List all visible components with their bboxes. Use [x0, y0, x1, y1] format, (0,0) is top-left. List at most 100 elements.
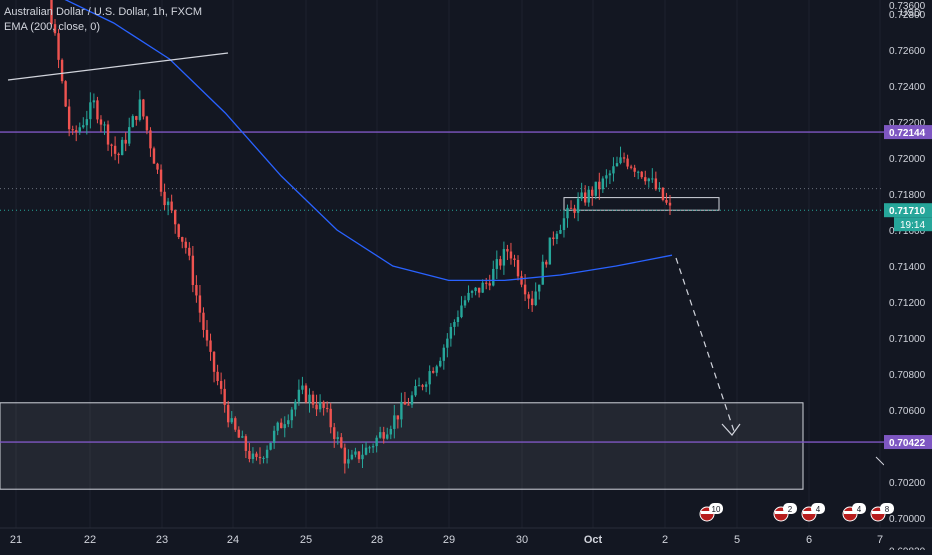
candle-body[interactable] [159, 169, 163, 192]
candle-body[interactable] [128, 127, 131, 144]
candle-body[interactable] [633, 167, 636, 172]
candle-body[interactable] [237, 429, 241, 438]
candle-body[interactable] [615, 163, 619, 167]
candle-body[interactable] [170, 201, 173, 211]
candle-body[interactable] [431, 371, 435, 373]
candle-body[interactable] [272, 430, 276, 443]
candle-body[interactable] [573, 208, 576, 213]
candle-body[interactable] [393, 415, 396, 429]
candle-body[interactable] [57, 33, 60, 60]
candle-body[interactable] [495, 259, 499, 269]
candle-body[interactable] [333, 427, 336, 439]
candle-body[interactable] [357, 451, 361, 460]
candle-body[interactable] [234, 418, 237, 430]
candle-body[interactable] [499, 259, 502, 266]
candle-body[interactable] [545, 261, 548, 265]
candle-body[interactable] [117, 153, 120, 156]
candle-body[interactable] [361, 454, 364, 460]
candle-body[interactable] [474, 287, 477, 291]
candle-body[interactable] [534, 291, 537, 306]
candle-body[interactable] [89, 102, 92, 120]
candle-body[interactable] [555, 233, 559, 239]
candle-body[interactable] [463, 300, 467, 306]
candle-body[interactable] [166, 201, 170, 206]
candle-body[interactable] [135, 116, 138, 120]
candle-body[interactable] [67, 106, 71, 130]
candle-body[interactable] [442, 347, 445, 361]
candle-body[interactable] [85, 119, 89, 126]
candle-body[interactable] [601, 178, 605, 190]
candle-body[interactable] [318, 401, 322, 410]
candle-body[interactable] [202, 312, 205, 330]
candle-body[interactable] [184, 241, 187, 248]
candle-body[interactable] [304, 385, 308, 403]
candle-body[interactable] [460, 305, 463, 318]
event-icon[interactable]: 8 [870, 503, 894, 522]
candle-body[interactable] [131, 116, 134, 128]
candle-body[interactable] [241, 436, 244, 438]
candle-body[interactable] [255, 453, 258, 457]
candle-body[interactable] [350, 454, 354, 460]
candle-body[interactable] [629, 166, 633, 168]
candle-body[interactable] [265, 449, 269, 458]
candle-body[interactable] [191, 255, 195, 286]
candle-body[interactable] [520, 276, 523, 285]
candle-body[interactable] [280, 422, 283, 429]
candle-body[interactable] [371, 446, 375, 448]
candle-body[interactable] [594, 181, 597, 196]
candle-body[interactable] [530, 298, 534, 306]
candle-body[interactable] [269, 442, 272, 450]
candle-body[interactable] [608, 173, 612, 176]
candle-body[interactable] [113, 145, 117, 154]
event-icon[interactable]: 4 [801, 503, 825, 522]
candle-body[interactable] [513, 258, 516, 260]
candle-body[interactable] [219, 381, 223, 389]
candle-body[interactable] [96, 100, 99, 120]
resistance-zone-rect[interactable] [563, 197, 720, 211]
candle-body[interactable] [640, 171, 643, 178]
candle-body[interactable] [75, 130, 78, 133]
candle-body[interactable] [446, 338, 449, 348]
candle-body[interactable] [251, 453, 255, 459]
candle-body[interactable] [647, 178, 650, 182]
small-trendline[interactable] [875, 456, 885, 466]
candle-body[interactable] [156, 163, 159, 170]
candle-body[interactable] [400, 401, 403, 420]
candle-body[interactable] [368, 447, 371, 449]
projection-path[interactable] [675, 257, 736, 435]
candle-body[interactable] [325, 407, 329, 409]
candle-body[interactable] [173, 210, 177, 225]
candle-body[interactable] [651, 178, 654, 180]
event-icon[interactable]: 4 [842, 503, 866, 522]
currency-label[interactable]: USD [900, 8, 921, 19]
candle-body[interactable] [216, 371, 219, 382]
candle-body[interactable] [336, 437, 339, 439]
candle-body[interactable] [591, 189, 594, 196]
candle-body[interactable] [439, 360, 442, 367]
candle-body[interactable] [516, 259, 520, 277]
candle-body[interactable] [403, 401, 407, 405]
candle-body[interactable] [605, 175, 608, 179]
candle-body[interactable] [181, 237, 184, 242]
candle-body[interactable] [382, 432, 385, 439]
candle-body[interactable] [619, 157, 622, 164]
candle-body[interactable] [654, 178, 658, 190]
candle-body[interactable] [290, 409, 294, 421]
candle-body[interactable] [612, 166, 615, 174]
candle-body[interactable] [467, 292, 470, 301]
candle-body[interactable] [276, 422, 279, 431]
candle-body[interactable] [177, 224, 180, 238]
candle-body[interactable] [449, 326, 453, 339]
candle-body[interactable] [527, 294, 530, 299]
candle-body[interactable] [559, 230, 562, 234]
price-marker-badge[interactable] [884, 435, 932, 450]
candle-body[interactable] [354, 451, 357, 455]
candle-body[interactable] [262, 457, 265, 459]
candle-body[interactable] [258, 456, 262, 459]
candle-body[interactable] [428, 371, 431, 385]
candle-body[interactable] [50, 0, 53, 25]
candle-body[interactable] [340, 437, 343, 448]
candle-body[interactable] [389, 428, 392, 435]
symbol-title[interactable]: Australian Dollar / U.S. Dollar, 1h, FXC… [4, 6, 203, 18]
